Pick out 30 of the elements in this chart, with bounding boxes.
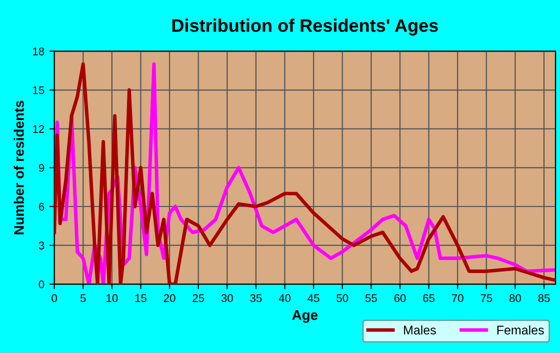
x-tick-label: 70 bbox=[452, 294, 464, 302]
x-tick-label: 40 bbox=[278, 294, 290, 302]
x-tick-label: 35 bbox=[250, 294, 262, 302]
y-tick-label: 15 bbox=[33, 86, 44, 94]
x-tick-label: 20 bbox=[164, 294, 176, 302]
x-axis-title: Age bbox=[292, 310, 318, 323]
y-axis-title: Number of residents bbox=[14, 100, 24, 234]
y-tick-label: 9 bbox=[38, 164, 44, 172]
x-tick-label: 15 bbox=[135, 294, 146, 302]
x-tick-label: 65 bbox=[423, 294, 434, 302]
y-tick-label: 0 bbox=[38, 280, 44, 288]
y-tick-label: 12 bbox=[33, 125, 44, 133]
x-tick-label: 10 bbox=[106, 294, 118, 302]
legend-label: Males bbox=[404, 325, 436, 335]
x-tick-label: 25 bbox=[192, 294, 204, 302]
x-tick-label: 60 bbox=[394, 294, 406, 302]
x-tick-label: 80 bbox=[509, 294, 521, 302]
x-tick-label: 75 bbox=[480, 294, 492, 302]
y-tick-label: 18 bbox=[33, 47, 44, 56]
x-tick-label: 0 bbox=[52, 294, 57, 302]
x-tick-label: 45 bbox=[308, 294, 320, 302]
chart-title: Distribution of Residents' Ages bbox=[172, 18, 438, 36]
x-tick-label: 55 bbox=[365, 294, 377, 302]
x-tick-label: 30 bbox=[221, 294, 233, 302]
x-tick-label: 5 bbox=[80, 294, 86, 302]
x-tick-label: 50 bbox=[336, 294, 348, 302]
y-tick-label: 6 bbox=[38, 202, 44, 211]
legend-label: Females bbox=[497, 325, 544, 335]
x-tick-label: 85 bbox=[538, 294, 550, 302]
y-tick-label: 3 bbox=[38, 242, 44, 250]
